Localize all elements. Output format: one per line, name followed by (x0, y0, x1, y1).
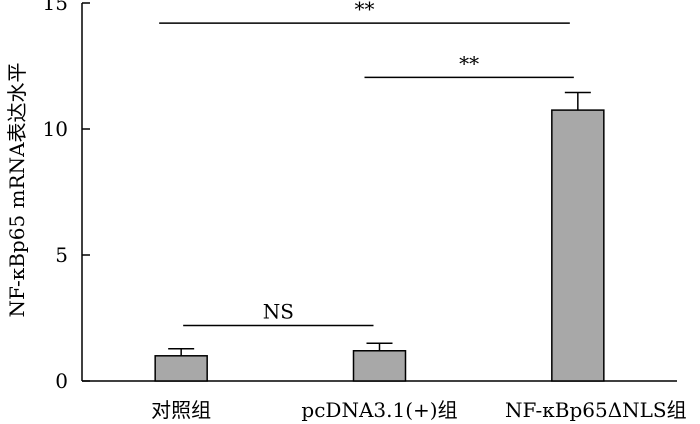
significance-label: ** (459, 51, 479, 75)
y-tick-label: 0 (55, 369, 68, 393)
significance-label: ** (355, 0, 375, 21)
y-tick-label: 5 (55, 243, 68, 267)
bar (154, 355, 208, 382)
bars (154, 91, 605, 382)
bar (551, 109, 605, 382)
significance-label: NS (263, 300, 294, 324)
bar (352, 350, 407, 382)
category-labels: 对照组 pcDNA3.1(+)组 NF-κBp65ΔNLS组 (151, 398, 686, 422)
category-label: pcDNA3.1(+)组 (301, 398, 457, 422)
y-ticks: 0 5 10 15 (43, 0, 90, 393)
category-label: NF-κBp65ΔNLS组 (505, 398, 687, 422)
category-label: 对照组 (151, 398, 211, 422)
y-axis-label: NF-κBp65 mRNA表达水平 (5, 62, 29, 317)
significance-brackets: NS ** ** (159, 0, 574, 327)
y-tick-label: 15 (43, 0, 68, 15)
y-tick-label: 10 (43, 117, 68, 141)
